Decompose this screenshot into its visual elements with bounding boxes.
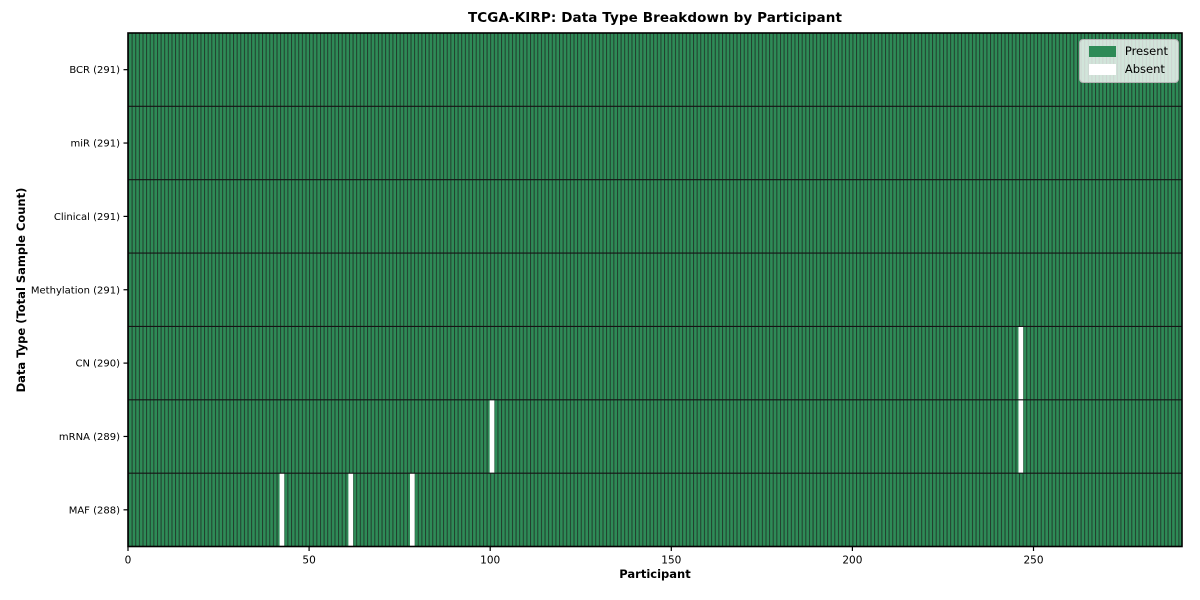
plot-area bbox=[128, 33, 1182, 547]
legend: Present Absent bbox=[1078, 39, 1179, 83]
y-tick-label: miR (291) bbox=[70, 139, 120, 150]
x-tick-label: 200 bbox=[842, 555, 862, 567]
y-tick-label: CN (290) bbox=[75, 359, 120, 370]
absent-gap-mRNA-100 bbox=[489, 399, 495, 474]
absent-swatch bbox=[1088, 63, 1116, 75]
absent-gap-MAF-78 bbox=[409, 473, 415, 547]
legend-label-absent: Absent bbox=[1124, 61, 1165, 76]
y-tick-label: BCR (291) bbox=[69, 65, 120, 76]
y-tick-label: mRNA (289) bbox=[59, 432, 120, 443]
y-axis-label: Data Type (Total Sample Count) bbox=[14, 187, 28, 393]
chart-title: TCGA-KIRP: Data Type Breakdown by Partic… bbox=[467, 10, 843, 26]
x-tick-label: 250 bbox=[1023, 555, 1043, 567]
x-tick-label: 150 bbox=[661, 555, 681, 567]
x-tick-label: 100 bbox=[480, 555, 500, 567]
legend-label-present: Present bbox=[1124, 44, 1168, 58]
y-tick-label: Methylation (291) bbox=[31, 285, 120, 296]
x-tick-label: 50 bbox=[302, 555, 315, 567]
absent-gap-MAF-61 bbox=[348, 473, 354, 547]
absent-gap-MAF-42 bbox=[279, 473, 285, 547]
x-tick-label: 0 bbox=[125, 555, 132, 567]
present-swatch bbox=[1088, 46, 1116, 58]
legend-item-absent: Absent bbox=[1088, 61, 1168, 76]
absent-gap-CN-246 bbox=[1018, 326, 1024, 400]
x-axis-label: Participant bbox=[619, 567, 691, 581]
y-tick-label: MAF (288) bbox=[69, 505, 120, 516]
legend-item-present: Present bbox=[1088, 44, 1168, 58]
y-tick-label: Clinical (291) bbox=[54, 212, 120, 223]
absent-gap-mRNA-246 bbox=[1018, 399, 1024, 474]
